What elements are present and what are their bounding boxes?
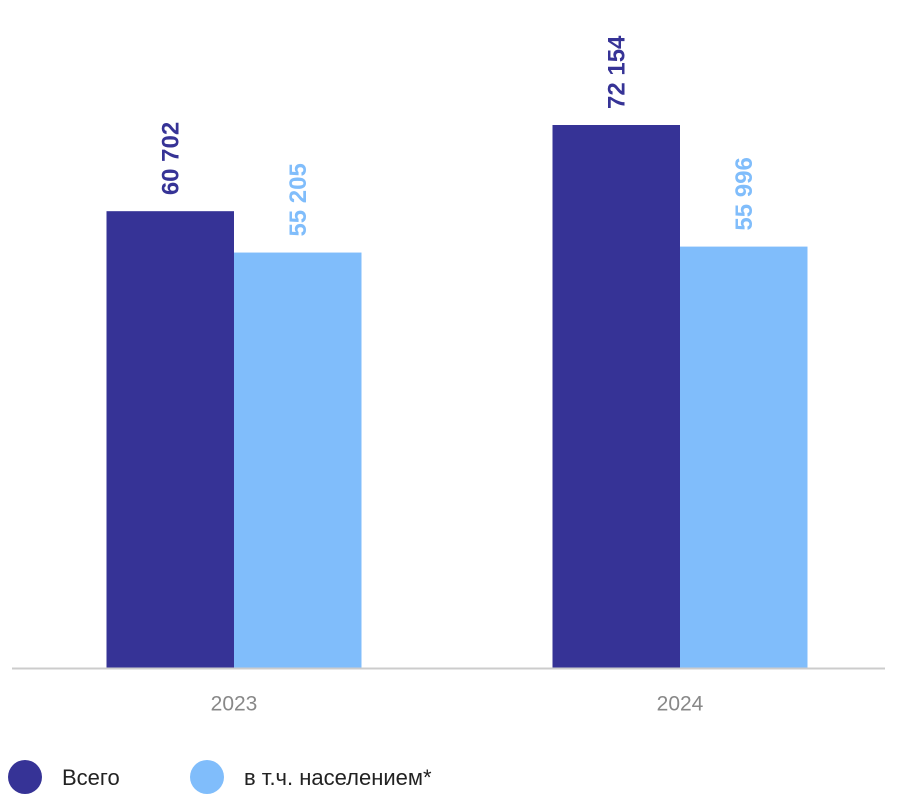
legend-marker (8, 760, 42, 794)
value-label: 55 205 (285, 163, 312, 236)
x-tick-label: 2023 (211, 693, 258, 716)
legend-marker (190, 760, 224, 794)
value-label: 72 154 (604, 35, 631, 109)
bar (680, 246, 808, 669)
bar (234, 252, 362, 668)
x-tick-label: 2024 (657, 693, 704, 716)
bar (106, 211, 234, 668)
legend-label: в т.ч. населением* (244, 765, 432, 790)
bar (552, 125, 680, 668)
value-label: 60 702 (158, 122, 185, 195)
value-label: 55 996 (731, 157, 758, 230)
legend-label: Всего (62, 765, 120, 790)
